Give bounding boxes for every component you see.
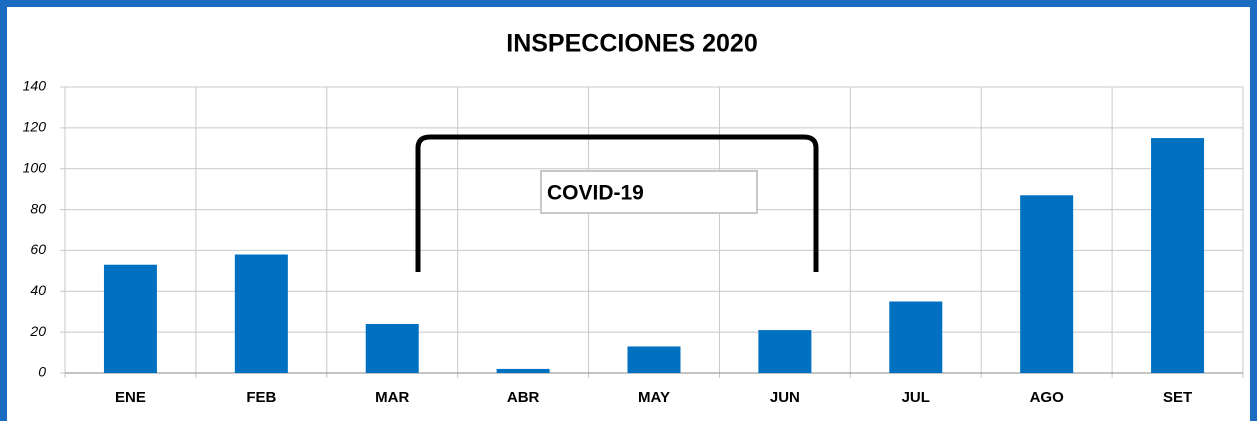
y-tick-label: 80 — [30, 200, 46, 216]
x-tick-label: FEB — [246, 389, 276, 406]
y-tick-label: 100 — [23, 159, 47, 175]
bar — [758, 330, 812, 373]
x-tick-label: AGO — [1030, 389, 1065, 406]
x-tick-label: SET — [1163, 389, 1192, 406]
marks: ENE FEB MAR ABR MAY JUN JUL AGO SET — [103, 138, 1205, 406]
x-tick-label: ABR — [507, 389, 540, 406]
bar — [365, 323, 419, 373]
y-tick-label: 40 — [30, 282, 46, 298]
y-tick-label: 0 — [38, 364, 46, 380]
y-tick-label: 140 — [23, 78, 47, 94]
bar — [234, 254, 288, 373]
x-tick-label: MAY — [638, 389, 670, 406]
bar — [103, 264, 157, 373]
x-tick-label: ENE — [115, 389, 146, 406]
annotation-box — [540, 170, 758, 214]
x-tick-label: JUN — [770, 389, 800, 406]
y-tick-label: 60 — [30, 241, 46, 257]
annotation: COVID-19 — [547, 182, 644, 205]
bar — [889, 301, 943, 373]
bar — [627, 346, 681, 373]
bar — [1151, 138, 1205, 373]
bar — [496, 368, 550, 373]
y-tick-label: 120 — [23, 119, 47, 135]
chart-title: INSPECCIONES 2020 — [506, 30, 758, 58]
x-tick-label: JUL — [902, 389, 930, 406]
covid-bracket — [415, 134, 819, 272]
bar — [1020, 195, 1074, 373]
x-tick-label: MAR — [375, 389, 409, 406]
y-tick-label: 20 — [29, 323, 46, 339]
